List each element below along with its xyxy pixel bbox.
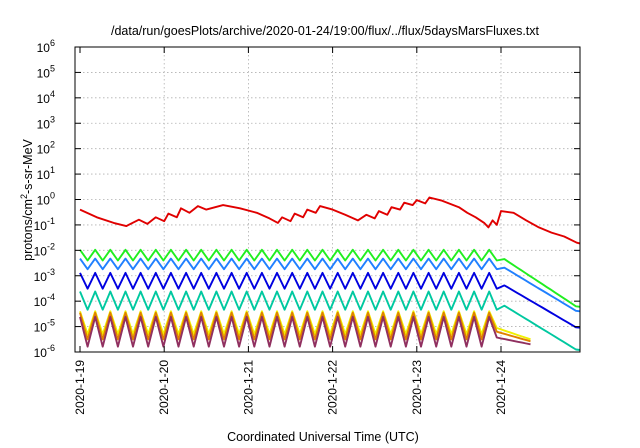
y-axis-label: protons/cm2-s-sr-MeV	[19, 138, 35, 260]
y-tick-label: 10-5	[34, 318, 55, 335]
y-axis-label-post: -s-sr-MeV	[21, 138, 35, 194]
x-tick-label: 2020-1-21	[241, 360, 255, 415]
series-line-2	[79, 248, 580, 308]
series-layer	[79, 196, 580, 351]
series-line-1	[79, 196, 580, 245]
x-tick-label: 2020-1-19	[73, 360, 87, 415]
y-axis-label-sup: 2	[19, 194, 29, 199]
y-tick-label: 100	[37, 191, 55, 208]
y-tick-label: 102	[37, 140, 55, 157]
x-axis-label: Coordinated Universal Time (UTC)	[227, 430, 419, 444]
x-tick-label: 2020-1-23	[410, 360, 424, 415]
y-tick-label: 106	[37, 38, 55, 55]
y-tick-label: 104	[37, 89, 55, 106]
y-tick-label: 10-4	[34, 292, 55, 309]
y-tick-label: 10-1	[34, 216, 55, 233]
y-tick-label: 103	[37, 114, 55, 131]
series-line-8	[79, 315, 531, 348]
grid	[75, 47, 580, 352]
y-tick-label: 101	[37, 165, 55, 182]
chart-title: /data/run/goesPlots/archive/2020-01-24/1…	[111, 24, 540, 38]
x-tick-label: 2020-1-20	[157, 360, 171, 415]
y-axis-label-pre: protons/cm	[21, 199, 35, 261]
series-line-3	[79, 257, 580, 313]
x-tick-label: 2020-1-22	[326, 360, 340, 415]
y-tick-label: 10-6	[34, 343, 55, 360]
ticks: 10-6 10-5 10-4 10-3 10-2 10-1 100 101 102 103 104 1…	[34, 38, 580, 415]
series-line-7	[79, 311, 531, 343]
series-line-4	[79, 271, 580, 329]
y-tick-label: 105	[37, 63, 55, 80]
series-line-5	[79, 290, 580, 351]
x-tick-label: 2020-1-24	[494, 360, 508, 415]
y-tick-label: 10-2	[34, 241, 55, 258]
y-tick-label: 10-3	[34, 267, 55, 284]
